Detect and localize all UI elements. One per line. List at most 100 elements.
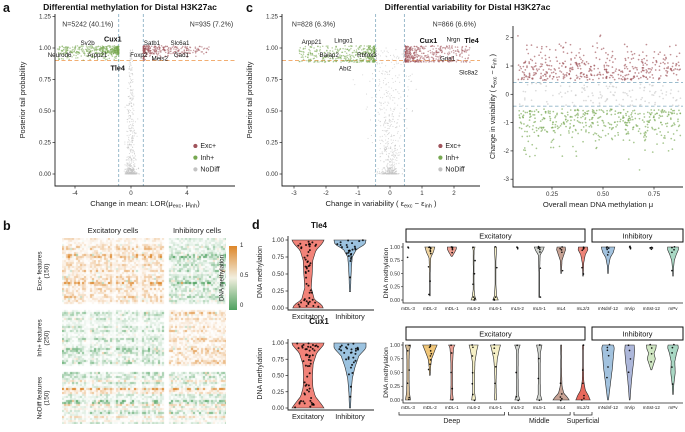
- svg-text:Arpp21: Arpp21: [87, 52, 108, 59]
- svg-text:0.00: 0.00: [390, 398, 400, 404]
- svg-text:Posterior tail probability: Posterior tail probability: [18, 61, 27, 138]
- panel-a-letter: a: [3, 1, 10, 15]
- svg-text:0.50: 0.50: [597, 191, 610, 198]
- panel-c-letter: c: [246, 1, 253, 15]
- colorbar-tick-1: 1: [240, 243, 244, 249]
- svg-text:0.00: 0.00: [272, 305, 285, 312]
- svg-text:Baiap2: Baiap2: [320, 52, 340, 59]
- svg-text:mL5-1: mL5-1: [533, 306, 546, 311]
- cux1-violin-excitatory: [291, 342, 325, 409]
- svg-text:0: 0: [129, 190, 133, 197]
- tle4-title: Tle4: [310, 221, 327, 230]
- cux1-violin-plot: 1.00 0.75 0.50 0.25 0.00 DNA methylation Excit…: [257, 339, 374, 421]
- svg-text:mDL-1: mDL-1: [445, 405, 459, 410]
- heatmap-canvas: [62, 238, 226, 424]
- svg-text:-1: -1: [355, 190, 361, 197]
- svg-text:mL6-2: mL6-2: [467, 405, 480, 410]
- colorbar-label: DNA methylation: [218, 254, 226, 302]
- svg-text:Excitatory: Excitatory: [292, 412, 324, 421]
- svg-text:mDL-1: mDL-1: [445, 306, 459, 311]
- svg-text:mL4: mL4: [557, 306, 566, 311]
- svg-text:0.75: 0.75: [272, 356, 285, 363]
- svg-text:Neurod6: Neurod6: [48, 52, 72, 59]
- svg-text:Posterior tail probability: Posterior tail probability: [245, 61, 254, 138]
- svg-text:0.50: 0.50: [390, 271, 400, 277]
- cux1-by-celltype-mL5-1: [536, 344, 543, 402]
- heatmap-rowlabel-nodiff: NoDiff features (150): [36, 376, 51, 420]
- svg-text:0.75: 0.75: [39, 77, 52, 84]
- cux1-by-celltype-mL5-2: [514, 344, 521, 402]
- svg-text:0.25: 0.25: [272, 288, 285, 295]
- cux1-by-celltype-mPv: [667, 343, 679, 395]
- svg-text:mPv: mPv: [668, 405, 678, 410]
- svg-text:mSst-12: mSst-12: [643, 306, 661, 311]
- cux1-title: Cux1: [309, 317, 329, 326]
- tle4-violin-inhibitory: [333, 239, 367, 292]
- svg-text:0.75: 0.75: [272, 254, 285, 261]
- colorbar-gradient: [229, 246, 237, 310]
- heatmap-rowlabel-inh: Inh+ features (250): [36, 319, 51, 357]
- svg-text:1.00: 1.00: [272, 340, 285, 347]
- svg-text:mDL-2: mDL-2: [423, 306, 437, 311]
- volcano-methylation-points: [56, 44, 210, 175]
- cux1-by-celltype-mDL-2: [422, 343, 438, 376]
- cux1-by-celltype-mSst-12: [646, 343, 657, 371]
- svg-text:Tle4: Tle4: [111, 64, 125, 73]
- tle4-by-celltype-mVip: [628, 245, 632, 250]
- svg-text:mL6-2: mL6-2: [467, 306, 480, 311]
- svg-text:mNdnf-12: mNdnf-12: [598, 405, 619, 410]
- svg-text:1.25: 1.25: [39, 14, 52, 21]
- svg-text:Rbfox3: Rbfox3: [357, 52, 377, 59]
- svg-text:Middle: Middle: [529, 418, 550, 425]
- svg-text:0: 0: [506, 91, 510, 98]
- svg-text:Inhibitory: Inhibitory: [335, 412, 365, 421]
- svg-text:Arpp21: Arpp21: [302, 39, 323, 46]
- svg-text:Inh+: Inh+: [200, 155, 214, 162]
- svg-text:mL6-1: mL6-1: [489, 405, 502, 410]
- svg-text:0.75: 0.75: [390, 258, 400, 264]
- variability-vs-methylation-points: [517, 34, 682, 171]
- cux1-by-celltype-mL23: [575, 344, 591, 401]
- svg-text:1.00: 1.00: [39, 45, 52, 52]
- svg-text:mVip: mVip: [624, 306, 635, 311]
- svg-text:N=5242 (40.1%): N=5242 (40.1%): [62, 22, 113, 29]
- svg-text:0.50: 0.50: [266, 108, 279, 115]
- svg-text:N=828 (6.3%): N=828 (6.3%): [292, 22, 335, 29]
- heatmap-header-inhibitory: Inhibitory cells: [172, 226, 222, 235]
- svg-text:0.50: 0.50: [272, 271, 285, 278]
- svg-text:Excitatory: Excitatory: [479, 232, 512, 241]
- svg-text:0.50: 0.50: [390, 370, 400, 376]
- svg-text:Foxp2: Foxp2: [130, 52, 148, 59]
- tle4-by-celltype-mL6-1: [492, 245, 499, 301]
- heatmap-header-excitatory: Excitatory cells: [87, 226, 139, 235]
- svg-text:Inhibitory: Inhibitory: [335, 312, 365, 321]
- svg-text:Exc+: Exc+: [200, 143, 216, 150]
- tle4-by-celltype-mSst-12: [649, 246, 654, 251]
- svg-text:Excitatory: Excitatory: [479, 330, 512, 339]
- svg-text:Slc8a2: Slc8a2: [459, 69, 478, 76]
- svg-text:Inhibitory: Inhibitory: [623, 330, 653, 339]
- cux1-by-celltype-mL6-1: [490, 343, 501, 401]
- cux1-by-celltype-mNdnf-12: [601, 343, 615, 401]
- svg-text:Sv2b: Sv2b: [81, 40, 96, 47]
- tle4-violin-plot: 1.00 0.75 0.50 0.25 0.00 DNA methylation Excit…: [257, 236, 374, 321]
- svg-text:Change in variability ( εexc −: Change in variability ( εexc − εinh ): [488, 54, 499, 159]
- volcano-methylation-plot: 0.00 0.25 0.50 0.75 1.00 1.25 -4 0 4 Posterior ta…: [18, 14, 235, 210]
- svg-text:mNdnf-12: mNdnf-12: [598, 306, 619, 311]
- svg-text:0.25: 0.25: [390, 285, 400, 291]
- svg-text:Overall mean DNA methylation μ: Overall mean DNA methylation μ: [543, 200, 653, 209]
- svg-text:Satb1: Satb1: [144, 40, 161, 47]
- svg-text:Abi2: Abi2: [339, 66, 352, 73]
- svg-text:DNA methylation: DNA methylation: [257, 347, 264, 399]
- svg-text:mL5-2: mL5-2: [511, 306, 524, 311]
- svg-text:-2: -2: [323, 190, 329, 197]
- svg-text:Gria1: Gria1: [440, 56, 456, 63]
- tle4-by-celltype-mL4: [556, 246, 566, 274]
- svg-text:mSst-12: mSst-12: [643, 405, 661, 410]
- svg-text:Deep: Deep: [443, 418, 460, 425]
- svg-text:1.00: 1.00: [272, 237, 285, 244]
- svg-text:mDL-3: mDL-3: [401, 405, 415, 410]
- svg-text:Meis2: Meis2: [151, 56, 168, 63]
- svg-text:mL6-1: mL6-1: [489, 306, 502, 311]
